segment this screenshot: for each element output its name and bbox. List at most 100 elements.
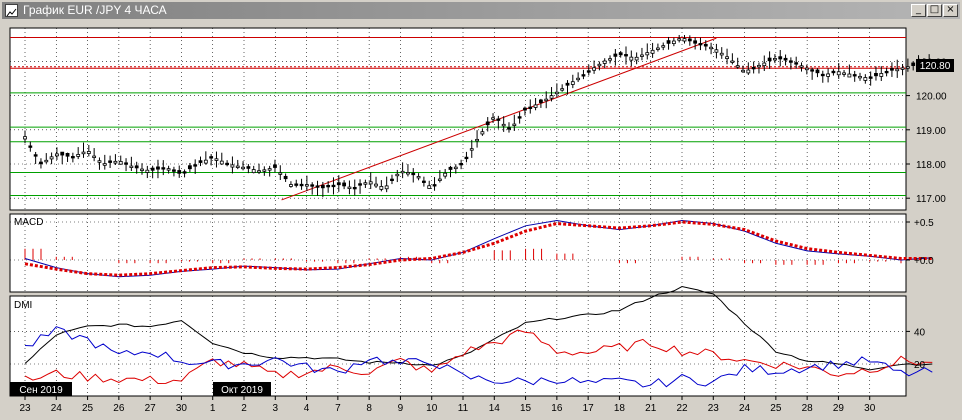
price-candle — [629, 56, 634, 61]
month-label-sep: Сен 2019 — [19, 385, 63, 396]
x-tick-label: 21 — [645, 403, 657, 414]
price-candle — [826, 73, 831, 77]
price-candle — [900, 67, 905, 70]
price-candle — [400, 170, 405, 174]
x-tick-label: 3 — [273, 403, 279, 414]
price-candle — [70, 156, 75, 159]
price-candle — [874, 73, 878, 77]
price-candle — [368, 181, 373, 185]
price-candle — [33, 154, 38, 157]
price-candle — [730, 60, 735, 63]
price-candle — [581, 74, 586, 77]
month-box-oct — [213, 382, 271, 396]
x-tick-label: 1 — [210, 403, 216, 414]
price-candle — [214, 158, 219, 161]
price-candle — [241, 166, 245, 170]
x-tick-label: 4 — [304, 403, 310, 414]
price-candle — [544, 98, 549, 102]
price-candle — [187, 165, 192, 170]
price-candle — [267, 168, 272, 171]
x-tick-label: 7 — [335, 403, 341, 414]
price-candle — [55, 153, 59, 157]
x-tick-label: 2 — [241, 403, 247, 414]
price-candle — [347, 186, 352, 189]
price-candle — [326, 184, 331, 188]
price-candle — [656, 47, 660, 50]
x-tick-label: 29 — [833, 403, 845, 414]
price-candle — [682, 38, 687, 42]
price-candle — [39, 161, 43, 165]
price-candle — [320, 185, 325, 189]
chart-area[interactable]: 120.00119.00118.00117.00121.00+0.5+0.040… — [0, 20, 962, 420]
price-candle — [65, 152, 70, 157]
price-candle — [911, 62, 916, 66]
x-tick-label: 18 — [614, 403, 626, 414]
price-panel — [9, 27, 907, 211]
dmi-tick-label: 40 — [914, 327, 926, 338]
x-tick-label: 15 — [520, 403, 532, 414]
price-candle — [384, 185, 389, 190]
price-candle — [608, 58, 612, 61]
price-candle — [225, 162, 230, 166]
price-candle — [794, 62, 799, 65]
price-candle — [299, 183, 304, 187]
price-candle — [310, 184, 315, 187]
price-candle — [86, 151, 91, 154]
price-candle — [517, 116, 522, 119]
chart-icon — [5, 4, 18, 17]
price-candle — [788, 60, 793, 63]
price-candle — [773, 57, 777, 61]
price-candle — [358, 183, 362, 186]
price-candle — [432, 184, 437, 187]
x-tick-label: 10 — [426, 403, 438, 414]
price-candle — [783, 57, 788, 61]
price-tick-label: 120.00 — [916, 92, 947, 103]
price-candle — [294, 183, 299, 186]
minimize-button[interactable]: _ — [911, 4, 926, 17]
price-candle — [273, 164, 277, 168]
price-candle — [661, 45, 666, 48]
price-candle — [395, 173, 400, 177]
price-candle — [166, 168, 171, 171]
price-candle — [235, 165, 240, 168]
price-candle — [161, 167, 166, 170]
price-candle — [539, 99, 543, 103]
title-bar[interactable]: График EUR /JPY 4 ЧАСА _ □ × — [2, 2, 960, 19]
price-candle — [842, 72, 846, 75]
price-candle — [804, 67, 809, 71]
macd-title: MACD — [14, 217, 43, 228]
price-candle — [836, 71, 841, 76]
price-candle — [597, 63, 602, 67]
price-candle — [475, 138, 479, 142]
dmi-tick-label: 20 — [914, 360, 926, 371]
price-candle — [523, 107, 527, 111]
price-candle — [134, 165, 139, 169]
month-box-sep — [10, 382, 72, 396]
maximize-button[interactable]: □ — [927, 4, 942, 17]
x-tick-label: 22 — [676, 403, 688, 414]
price-candle — [618, 52, 623, 56]
price-candle — [703, 43, 708, 47]
x-tick-label: 11 — [458, 403, 469, 414]
macd-tick-label: +0.5 — [914, 218, 934, 229]
price-candle — [666, 40, 671, 44]
price-candle — [374, 183, 378, 187]
price-tick-label: 118.00 — [916, 160, 946, 171]
price-candle — [576, 77, 581, 81]
price-candle — [416, 176, 421, 179]
x-tick-label: 26 — [113, 403, 125, 414]
price-candle — [560, 88, 565, 91]
price-candle — [602, 60, 607, 64]
price-candle — [592, 67, 596, 71]
x-tick-label: 17 — [583, 403, 595, 414]
price-candle — [879, 73, 884, 77]
x-tick-label: 23 — [19, 403, 31, 414]
price-candle — [884, 70, 889, 74]
close-button[interactable]: × — [943, 4, 958, 17]
price-tick-label: 119.00 — [916, 126, 946, 137]
price-candle — [443, 172, 448, 177]
price-candle — [491, 117, 495, 120]
price-candle — [172, 169, 176, 172]
price-candle — [624, 54, 628, 57]
price-candle — [858, 75, 862, 79]
